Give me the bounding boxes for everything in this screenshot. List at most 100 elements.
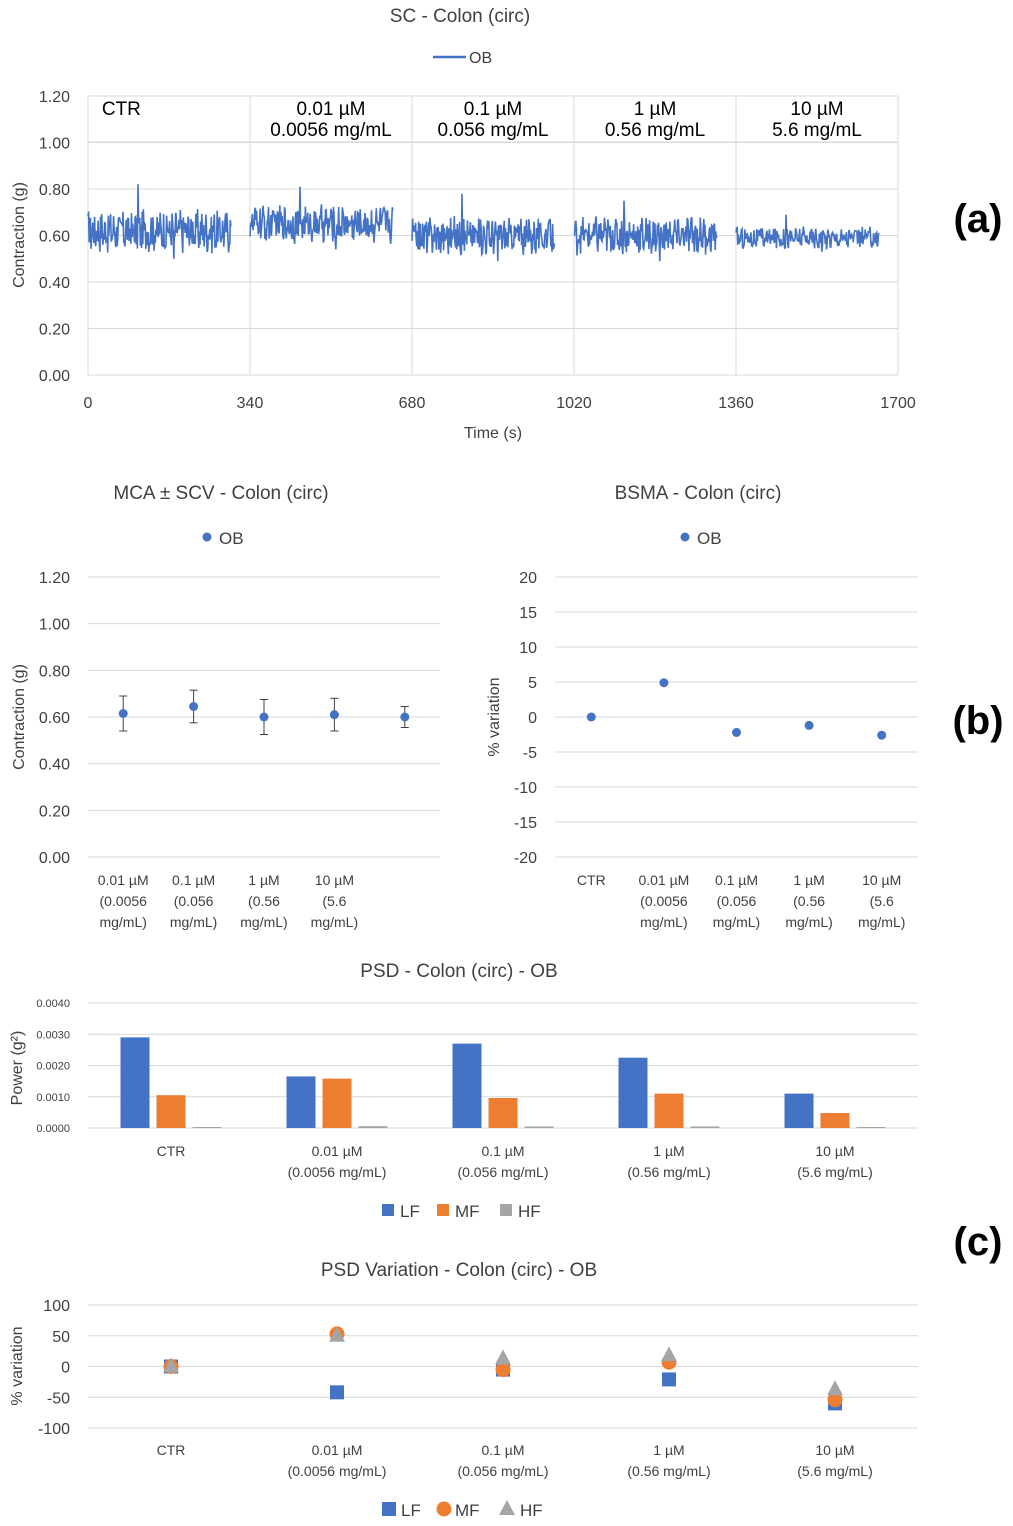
chart-a-series-ob	[249, 186, 394, 250]
chart-b2-x-tick: 1 µM	[793, 872, 824, 888]
chart-c2-y-tick: -100	[38, 1421, 70, 1438]
chart-a-x-tick: 1020	[556, 395, 592, 412]
chart-b1-point	[259, 712, 269, 722]
chart-c1-legend-label: MF	[455, 1202, 480, 1221]
chart-a-segment-label: 0.1 µM	[464, 99, 522, 120]
chart-c1-x-tick: 0.01 µM	[312, 1143, 363, 1159]
chart-b2-y-tick: -10	[514, 780, 537, 797]
chart-c2-y-tick: 50	[52, 1329, 70, 1346]
chart-a-y-tick: 0.00	[39, 368, 70, 385]
chart-a-title: SC - Colon (circ)	[390, 6, 530, 27]
chart-c1-x-tick: (0.0056 mg/mL)	[288, 1164, 387, 1180]
chart-c2-point-hf	[495, 1349, 511, 1365]
chart-c1-y-tick: 0.0010	[36, 1092, 70, 1104]
chart-a-series-ob	[87, 184, 232, 259]
chart-c1-bar-hf	[192, 1127, 222, 1128]
chart-c1-x-tick: 1 µM	[653, 1143, 684, 1159]
chart-c2-point-hf	[163, 1357, 179, 1373]
chart-a-segment-sublabel: 0.56 mg/mL	[605, 120, 705, 141]
chart-c2-legend-swatch-hf	[499, 1500, 515, 1515]
chart-a-y-tick: 0.60	[39, 229, 70, 246]
chart-b1-x-tick: mg/mL)	[240, 914, 287, 930]
chart-c1-bar-lf	[618, 1057, 648, 1128]
chart-a-y-tick: 1.00	[39, 136, 70, 153]
panel-label-b: (b)	[952, 699, 1003, 743]
chart-c1-y-tick: 0.0040	[36, 998, 70, 1010]
chart-c1-x-tick: (5.6 mg/mL)	[797, 1164, 872, 1180]
chart-b1-x-tick: (0.56	[248, 893, 280, 909]
panel-label-c: (c)	[954, 1220, 1003, 1264]
chart-a-y-label: Contraction (g)	[11, 182, 28, 288]
chart-b1-y-tick: 0.80	[39, 663, 70, 680]
chart-c2-x-tick: (0.056 mg/mL)	[457, 1463, 548, 1479]
chart-c1-bar-lf	[784, 1093, 814, 1128]
chart-b1-y-tick: 0.60	[39, 710, 70, 727]
chart-c2-point-mf	[827, 1392, 843, 1408]
chart-a-x-tick: 1700	[880, 395, 916, 412]
chart-b2-point	[659, 678, 669, 688]
chart-c1-legend-swatch-mf	[437, 1204, 449, 1216]
chart-c2-x-tick: 10 µM	[815, 1442, 854, 1458]
chart-a-series-ob	[735, 214, 880, 252]
chart-b1-point	[118, 709, 128, 718]
chart-c1-x-tick: (0.056 mg/mL)	[457, 1164, 548, 1180]
chart-b2-legend-label: OB	[697, 529, 722, 548]
chart-b1-x-tick: (0.056	[174, 893, 214, 909]
chart-c1-x-tick: (0.56 mg/mL)	[627, 1164, 710, 1180]
chart-a-x-label: Time (s)	[464, 425, 522, 442]
chart-b1-point	[189, 702, 199, 711]
chart-c2-x-tick: 0.01 µM	[312, 1442, 363, 1458]
chart-c2-point-lf	[330, 1385, 344, 1400]
chart-c1-bar-lf	[452, 1043, 482, 1128]
chart-c1-x-tick: CTR	[157, 1143, 186, 1159]
chart-c1-y-tick: 0.0030	[36, 1029, 70, 1041]
chart-a-segment-label: 0.01 µM	[296, 99, 365, 120]
chart-a-segment-label: 10 µM	[790, 99, 843, 120]
chart-c2-y-tick: 0	[61, 1360, 70, 1377]
chart-a-legend-label: OB	[469, 50, 492, 67]
chart-c1-bar-hf	[856, 1127, 886, 1128]
chart-a-x-tick: 340	[237, 395, 264, 412]
chart-c2-x-tick: CTR	[157, 1442, 186, 1458]
chart-a-y-tick: 0.40	[39, 275, 70, 292]
chart-b2-title: BSMA - Colon (circ)	[615, 483, 782, 504]
chart-c2-legend-label: LF	[401, 1501, 421, 1520]
chart-b1-x-tick: mg/mL)	[311, 914, 358, 930]
chart-c1-bar-hf	[358, 1126, 388, 1128]
chart-a-x-tick: 680	[399, 395, 426, 412]
chart-c2-point-hf	[329, 1326, 345, 1342]
chart-c1-bar-mf	[820, 1113, 850, 1128]
chart-a-segment-sublabel: 0.0056 mg/mL	[270, 120, 391, 141]
chart-b2-x-tick: 10 µM	[862, 872, 901, 888]
chart-b2-x-tick: 0.01 µM	[638, 872, 689, 888]
chart-c2-x-tick: (5.6 mg/mL)	[797, 1463, 872, 1479]
chart-b2-x-tick: (0.56	[793, 893, 825, 909]
chart-b1-x-tick: 0.1 µM	[172, 872, 215, 888]
chart-b2-point	[877, 730, 887, 740]
chart-c1-x-tick: 0.1 µM	[481, 1143, 524, 1159]
chart-b1-x-tick: (5.6	[322, 893, 346, 909]
chart-b2-x-tick: (0.056	[717, 893, 757, 909]
chart-b1-y-label: Contraction (g)	[11, 664, 28, 770]
chart-c1-x-tick: 10 µM	[815, 1143, 854, 1159]
chart-c1-title: PSD - Colon (circ) - OB	[360, 961, 557, 982]
chart-c1-bar-mf	[654, 1093, 684, 1128]
chart-a-segment-label: 1 µM	[634, 99, 677, 120]
chart-b2-x-tick: mg/mL)	[640, 914, 687, 930]
chart-c2-point-mf	[495, 1362, 511, 1378]
chart-c1-legend-label: HF	[518, 1202, 541, 1221]
chart-a-series-ob	[573, 200, 718, 262]
chart-b2-y-tick: 15	[519, 605, 537, 622]
chart-c1-bar-mf	[322, 1078, 352, 1128]
chart-b1-y-tick: 1.20	[39, 570, 70, 587]
chart-b2-x-tick: mg/mL)	[858, 914, 905, 930]
chart-c2-point-lf	[662, 1372, 676, 1387]
chart-b2-point	[732, 727, 741, 737]
chart-b1-title: MCA ± SCV - Colon (circ)	[113, 483, 328, 504]
chart-b2-y-label: % variation	[486, 677, 503, 756]
chart-c2-y-tick: -50	[47, 1390, 70, 1407]
chart-a-x-tick: 0	[84, 395, 93, 412]
chart-c1-y-tick: 0.0020	[36, 1061, 70, 1073]
chart-b2-y-tick: 5	[528, 675, 537, 692]
